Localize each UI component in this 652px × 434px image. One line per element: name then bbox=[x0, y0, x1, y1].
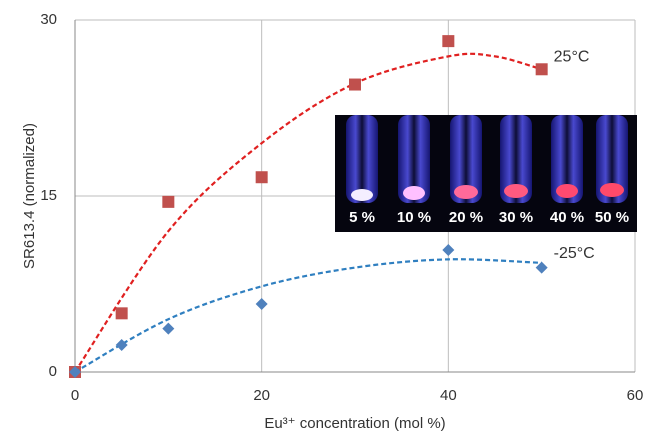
data-point bbox=[535, 63, 548, 76]
inset-label: 5 % bbox=[349, 209, 375, 226]
trend-line bbox=[74, 52, 542, 373]
inset-label: 10 % bbox=[397, 209, 431, 226]
inset-image bbox=[335, 115, 637, 232]
x-tick-label: 40 bbox=[440, 387, 457, 404]
trend-line bbox=[74, 258, 542, 373]
data-point bbox=[535, 261, 548, 274]
data-point bbox=[115, 339, 128, 352]
tubes bbox=[346, 115, 628, 203]
y-tick-label: 30 bbox=[40, 11, 57, 28]
series-label: -25°C bbox=[554, 245, 595, 262]
data-point bbox=[162, 322, 175, 335]
data-point bbox=[115, 307, 128, 320]
inset-label: 30 % bbox=[499, 209, 533, 226]
data-point bbox=[255, 297, 268, 310]
series-label: 25°C bbox=[554, 48, 590, 65]
inset-background bbox=[335, 115, 637, 232]
x-tick-label: 0 bbox=[71, 387, 79, 404]
x-tick-label: 60 bbox=[627, 387, 644, 404]
y-tick-label: 15 bbox=[40, 187, 57, 204]
data-point bbox=[442, 243, 455, 256]
data-point bbox=[442, 35, 455, 48]
y-axis-title: SR613.4 (normalized) bbox=[21, 123, 38, 269]
data-point bbox=[162, 195, 175, 208]
x-axis-title: Eu³⁺ concentration (mol %) bbox=[264, 415, 445, 432]
data-point bbox=[349, 78, 361, 91]
inset-label: 20 % bbox=[449, 209, 483, 226]
x-tick-label: 20 bbox=[253, 387, 270, 404]
data-point bbox=[255, 171, 268, 184]
inset-label: 50 % bbox=[595, 209, 629, 226]
inset-label: 40 % bbox=[550, 209, 584, 226]
data-point bbox=[69, 366, 81, 378]
y-tick-label: 0 bbox=[49, 363, 57, 380]
